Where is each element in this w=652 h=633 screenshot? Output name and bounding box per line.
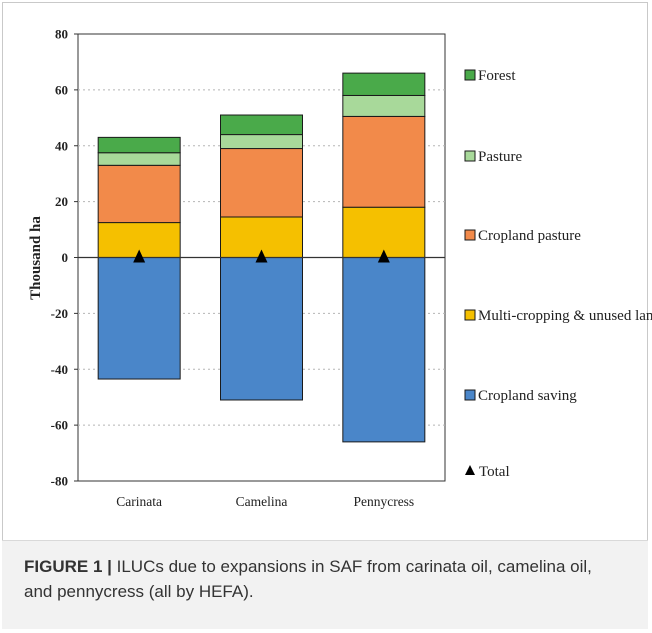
bar-camelina-cropland-pasture [220,148,303,218]
legend-swatch-cropland-saving [464,389,476,401]
legend-swatch-multi-cropping-unused-land [464,309,476,321]
bar-camelina-cropland-saving [220,257,303,401]
total-marker-camelina [255,249,268,263]
y-tick-label: 40 [55,138,68,153]
x-category-label: Pennycress [353,494,414,509]
y-tick-labels: -80 -60 -40 -20 0 20 40 60 80 [51,27,78,489]
y-axis-title: Thousand ha [28,216,44,300]
bar-carinata-cropland-pasture [97,164,181,224]
bar-pennycress-pasture [342,94,426,117]
bar-carinata-cropland-saving [97,257,181,380]
caption-label: FIGURE 1 | [24,557,112,576]
bar-carinata-forest [97,136,181,154]
y-tick-label: -80 [51,474,68,489]
legend-swatch-forest [464,69,476,81]
y-tick-label: 20 [55,194,68,209]
bar-camelina-forest [220,114,303,136]
legend-swatch-pasture [464,150,476,162]
legend-label-pasture: Pasture [478,149,523,165]
x-category-label: Carinata [116,494,162,509]
bar-pennycress-multi-cropping-unused-land [342,206,426,258]
bar-pennycress-cropland-saving [342,257,426,443]
bar-pennycress-cropland-pasture [342,115,426,208]
caption-body: ILUCs due to expansions in SAF from cari… [24,557,592,601]
x-category-label: Camelina [236,494,288,509]
x-category-labels: Carinata Camelina Pennycress [116,494,414,509]
legend-label-cropland-saving: Cropland saving [478,388,577,404]
legend: Forest Pasture Cropland pasture Multi-cropp… [464,68,652,480]
legend-swatch-cropland-pasture [464,229,476,241]
total-markers [133,249,390,263]
y-tick-label: 60 [55,82,68,97]
legend-label-total: Total [479,464,510,480]
bar-pennycress-forest [342,72,426,96]
y-tick-label: 0 [62,250,69,265]
legend-total-marker [465,465,475,475]
y-tick-label: -20 [51,306,68,321]
stacked-bar-chart: -80 -60 -40 -20 0 20 40 60 80 Carinata Camelina Pe… [28,27,652,510]
total-marker-pennycress [377,249,390,263]
y-tick-label: 80 [55,27,68,42]
total-marker-carinata [133,249,146,263]
legend-label-forest: Forest [478,68,516,84]
y-tick-label: -60 [51,418,68,433]
bar-carinata-pasture [97,152,181,166]
bar-camelina-pasture [220,134,303,150]
caption-box [2,540,648,629]
figure-caption: FIGURE 1 | ILUCs due to expansions in SA… [24,554,624,604]
legend-label-cropland-pasture: Cropland pasture [478,228,581,244]
y-tick-label: -40 [51,362,68,377]
legend-label-multi-cropping-unused-land: Multi-cropping & unused land [478,308,652,324]
